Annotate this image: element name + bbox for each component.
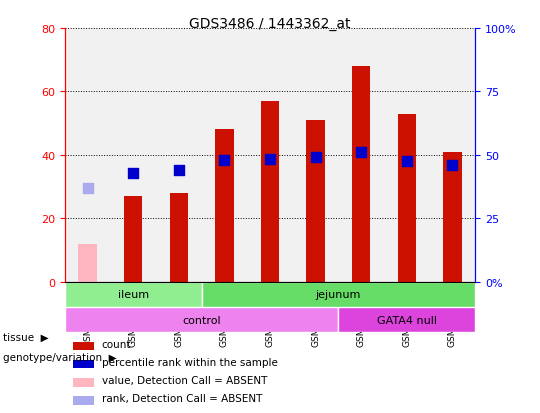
Bar xyxy=(339,29,384,282)
Text: control: control xyxy=(183,315,221,325)
Bar xyxy=(215,130,233,282)
Point xyxy=(266,156,274,162)
Bar xyxy=(78,244,97,282)
Bar xyxy=(339,307,475,332)
Point xyxy=(402,159,411,165)
Point xyxy=(129,170,138,176)
Point xyxy=(220,157,229,164)
Text: GATA4 null: GATA4 null xyxy=(377,315,437,325)
Text: count: count xyxy=(102,339,131,349)
Bar xyxy=(73,360,93,368)
Point xyxy=(83,185,92,192)
Bar xyxy=(261,102,279,282)
Bar xyxy=(307,121,325,282)
Bar xyxy=(156,29,201,282)
Text: ileum: ileum xyxy=(118,290,148,299)
Text: genotype/variation  ▶: genotype/variation ▶ xyxy=(3,352,116,362)
Text: jejunum: jejunum xyxy=(316,290,361,299)
Text: tissue  ▶: tissue ▶ xyxy=(3,332,48,342)
Bar xyxy=(352,67,370,282)
Bar xyxy=(247,29,293,282)
Bar xyxy=(65,307,339,332)
Bar xyxy=(170,193,188,282)
Bar xyxy=(73,378,93,387)
Text: value, Detection Call = ABSENT: value, Detection Call = ABSENT xyxy=(102,375,267,385)
Bar xyxy=(201,282,475,307)
Point xyxy=(448,162,457,169)
Bar xyxy=(397,114,416,282)
Point xyxy=(357,150,366,156)
Bar xyxy=(430,29,475,282)
Bar xyxy=(124,197,143,282)
Bar xyxy=(65,29,110,282)
Bar xyxy=(201,29,247,282)
Text: percentile rank within the sample: percentile rank within the sample xyxy=(102,357,278,367)
Bar xyxy=(443,152,462,282)
Bar xyxy=(65,282,201,307)
Text: rank, Detection Call = ABSENT: rank, Detection Call = ABSENT xyxy=(102,393,262,403)
Point xyxy=(311,154,320,161)
Text: GDS3486 / 1443362_at: GDS3486 / 1443362_at xyxy=(189,17,351,31)
Bar xyxy=(110,29,156,282)
Bar xyxy=(73,396,93,405)
Point xyxy=(174,167,183,174)
Bar xyxy=(73,342,93,351)
Bar xyxy=(384,29,430,282)
Bar xyxy=(293,29,339,282)
